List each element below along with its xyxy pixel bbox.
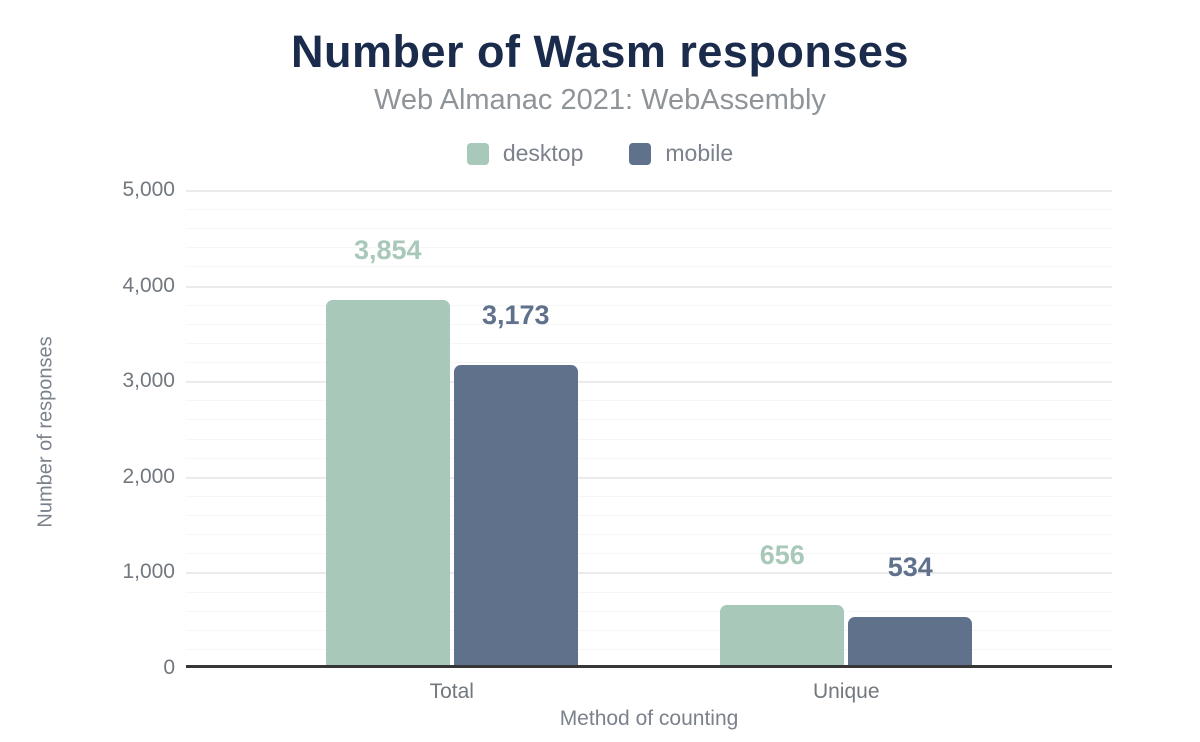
legend-swatch-desktop [466,142,489,165]
gridline-major [186,572,1112,575]
y-tick-label: 2,000 [122,464,175,488]
gridline-minor [186,495,1112,497]
gridline-minor [186,362,1112,364]
chart-subtitle: Web Almanac 2021: WebAssembly [374,84,826,116]
y-tick-label: 4,000 [122,273,175,297]
gridline-minor [186,553,1112,555]
legend-label-desktop: desktop [502,140,584,166]
gridline-minor [186,247,1112,249]
plot-area: 3,854 3,173 656 534 [186,190,1112,668]
x-category-label: Unique [812,680,880,703]
gridline-minor [186,515,1112,517]
x-axis-title: Method of counting [559,707,739,730]
gridline-minor [186,438,1112,440]
y-axis-title: Number of responses [34,336,57,528]
bar-mobile-total [453,364,578,668]
gridline-minor [186,629,1112,631]
gridline-minor [186,610,1112,612]
gridline-minor [186,228,1112,230]
y-tick-label: 5,000 [122,178,175,201]
gridline-minor [186,419,1112,421]
gridline-minor [186,209,1112,211]
legend: desktop mobile [0,140,1200,167]
x-axis-line [186,665,1112,668]
legend-item-desktop: desktop [466,140,584,167]
value-label-mobile-total: 3,173 [481,299,550,330]
gridline-minor [186,266,1112,268]
gridline-minor [186,457,1112,459]
x-category-label: Total [429,680,474,703]
gridline-minor [186,323,1112,325]
value-label-mobile-unique: 534 [887,551,933,582]
y-tick-label: 1,000 [122,560,175,584]
gridline-minor [186,591,1112,593]
gridline-major [186,285,1112,288]
gridline-major [186,476,1112,479]
y-tick-label: 3,000 [122,369,175,393]
y-tick-label: 0 [163,656,175,679]
gridline-major [186,190,1112,192]
legend-label-mobile: mobile [665,140,734,166]
gridline-minor [186,342,1112,344]
bar-desktop-unique [720,605,845,668]
legend-item-mobile: mobile [629,140,733,167]
gridline-minor [186,400,1112,402]
bar-desktop-total [325,299,450,668]
gridline-minor [186,534,1112,536]
gridline-minor [186,648,1112,650]
legend-swatch-mobile [629,142,652,165]
gridline-major [186,381,1112,384]
bar-mobile-unique [848,616,973,668]
value-label-desktop-total: 3,854 [353,234,422,265]
value-label-desktop-unique: 656 [759,540,805,571]
gridline-minor [186,304,1112,306]
chart-title: Number of Wasm responses [291,26,909,77]
